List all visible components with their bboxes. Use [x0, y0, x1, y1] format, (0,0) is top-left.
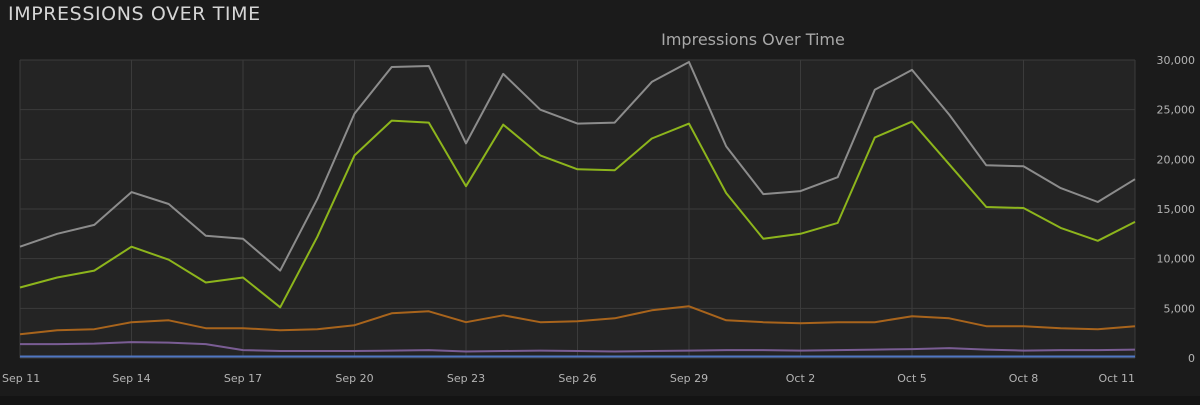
panel-header: IMPRESSIONS OVER TIME	[0, 0, 1200, 28]
y-tick-label: 10,000	[1157, 253, 1196, 266]
x-tick-label: Oct 5	[897, 372, 927, 385]
x-tick-label: Sep 20	[335, 372, 373, 385]
impressions-chart: 0 5,000 10,000 15,000 20,000 25,000 30,000 Sep…	[2, 30, 1196, 385]
series-line-3	[19, 305, 1136, 336]
series-line-2	[19, 119, 1136, 309]
series-line-4	[20, 341, 1136, 353]
x-tick-label: Sep 11	[2, 372, 40, 385]
chart-title: Impressions Over Time	[661, 30, 845, 49]
x-axis-ticks: Sep 11 Sep 14 Sep 17 Sep 20 Sep 23 Sep 26 Sep …	[2, 372, 1135, 385]
x-tick-label: Sep 29	[670, 372, 708, 385]
y-axis-ticks: 0 5,000 10,000 15,000 20,000 25,000 30,000	[1157, 54, 1196, 365]
y-tick-label: 30,000	[1157, 54, 1196, 67]
x-tick-label: Sep 14	[112, 372, 150, 385]
panel-title: IMPRESSIONS OVER TIME	[8, 3, 261, 25]
x-tick-label: Oct 11	[1098, 372, 1135, 385]
x-tick-label: Sep 23	[447, 372, 485, 385]
x-tick-label: Oct 8	[1009, 372, 1039, 385]
grid-lines	[19, 59, 1136, 359]
series-line-1	[19, 61, 1136, 272]
y-tick-label: 20,000	[1157, 153, 1196, 166]
y-tick-label: 25,000	[1157, 104, 1196, 117]
y-tick-label: 5,000	[1164, 302, 1196, 315]
series-lines	[19, 61, 1136, 358]
x-tick-label: Oct 2	[786, 372, 816, 385]
x-tick-label: Sep 17	[224, 372, 262, 385]
y-tick-label: 0	[1188, 352, 1195, 365]
x-tick-label: Sep 26	[558, 372, 596, 385]
footer-bar	[0, 396, 1200, 405]
y-tick-label: 15,000	[1157, 203, 1196, 216]
